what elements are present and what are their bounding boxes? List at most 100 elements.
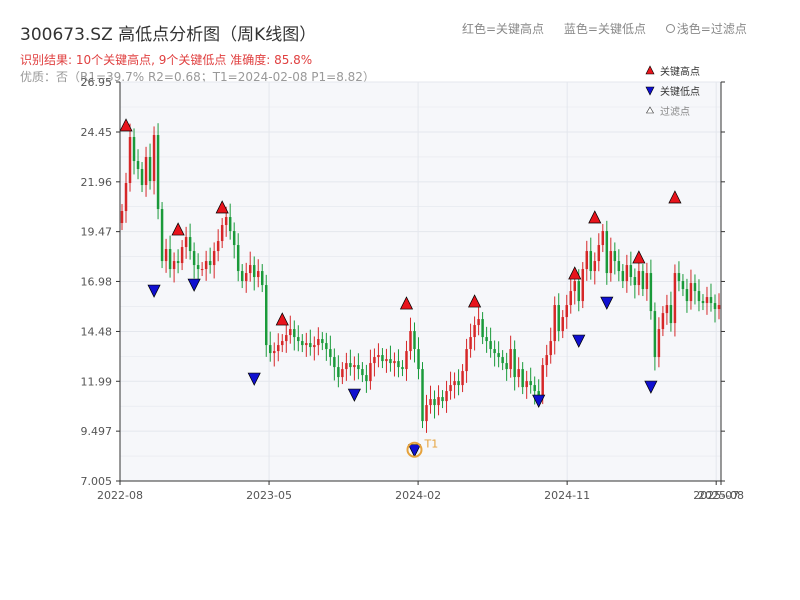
key-low-marker bbox=[644, 380, 658, 394]
key-low-marker bbox=[407, 444, 422, 458]
y-tick-label: 11.99 bbox=[81, 375, 113, 388]
candle-body bbox=[345, 363, 348, 370]
high-legend-label: 关键高点 bbox=[660, 65, 700, 78]
t1-label: T1 bbox=[423, 438, 438, 451]
candle-body bbox=[473, 325, 476, 338]
key-high-marker bbox=[215, 200, 229, 214]
candle-body bbox=[160, 209, 164, 262]
marker-legend: 关键高点 关键低点 过滤点 bbox=[645, 65, 700, 118]
candle-body bbox=[581, 269, 585, 302]
candle-body bbox=[188, 237, 192, 252]
candle-body bbox=[621, 271, 625, 282]
filtered-legend-icon bbox=[645, 106, 655, 114]
candle-body bbox=[625, 265, 629, 282]
candle-body bbox=[569, 291, 572, 306]
candle-body bbox=[681, 281, 685, 290]
candle-body bbox=[501, 357, 504, 364]
candle-body bbox=[228, 217, 232, 232]
x-tick-labels: 2022-08 2023-05 2024-02 2024-11 2025-072025-… bbox=[97, 481, 744, 502]
candle-body bbox=[565, 305, 568, 318]
candle-body bbox=[633, 277, 637, 286]
key-low-marker bbox=[147, 284, 161, 298]
key-high-marker bbox=[399, 296, 414, 310]
candle-body bbox=[293, 329, 296, 338]
candle-body bbox=[240, 271, 244, 282]
candle-body bbox=[212, 251, 216, 266]
candle-body bbox=[469, 337, 472, 350]
key-low-marker bbox=[600, 296, 614, 310]
candle-body bbox=[305, 343, 308, 346]
candle-body bbox=[401, 367, 404, 370]
candle-body bbox=[208, 261, 212, 266]
candle-body bbox=[265, 285, 268, 346]
candle-body bbox=[457, 381, 460, 386]
candle-body bbox=[553, 305, 556, 342]
candle-body bbox=[164, 249, 168, 262]
key-low-marker bbox=[347, 388, 361, 402]
key-high-marker bbox=[668, 190, 682, 204]
key-high-marker bbox=[468, 294, 482, 308]
y-tick-label: 26.95 bbox=[81, 76, 113, 89]
candle-body bbox=[441, 397, 444, 402]
candle-body bbox=[309, 343, 312, 348]
candle-body bbox=[252, 265, 256, 278]
candle-body bbox=[289, 329, 292, 336]
candle-body bbox=[645, 273, 649, 290]
candle-body bbox=[236, 245, 240, 272]
x-tick-label: 2025-07 bbox=[693, 489, 739, 502]
red-key: 红色=关键高点 bbox=[462, 22, 545, 36]
candle-body bbox=[521, 369, 524, 388]
light-key: 浅色=过滤点 bbox=[665, 22, 747, 36]
filtered-legend-label: 过滤点 bbox=[660, 105, 690, 118]
candle-body bbox=[505, 363, 508, 370]
candle-body bbox=[709, 297, 713, 304]
candle-body bbox=[461, 371, 464, 386]
candle-body bbox=[244, 273, 248, 282]
candle-body bbox=[377, 355, 380, 358]
candle-body bbox=[156, 135, 160, 210]
candle-body bbox=[325, 343, 328, 350]
candle-body bbox=[657, 329, 661, 358]
y-tick-label: 16.98 bbox=[81, 275, 113, 288]
candle-body bbox=[453, 381, 456, 386]
candle-body bbox=[232, 231, 236, 246]
candle-body bbox=[593, 261, 597, 272]
key-high-marker bbox=[588, 210, 602, 224]
candle-body bbox=[541, 365, 544, 398]
key-high-marker bbox=[568, 266, 582, 280]
x-tick-label: 2024-02 bbox=[395, 489, 441, 502]
recognition-result: 识别结果: 10个关键高点, 9个关键低点 准确度: 85.8% bbox=[20, 53, 313, 67]
candle-body bbox=[180, 247, 184, 264]
candle-body bbox=[333, 357, 336, 368]
candle-body bbox=[381, 355, 384, 362]
candle-body bbox=[361, 369, 364, 376]
candle-body bbox=[577, 281, 581, 302]
candle-body bbox=[216, 241, 220, 252]
y-tick-label: 24.45 bbox=[81, 126, 113, 139]
candles bbox=[120, 123, 721, 433]
candle-body bbox=[421, 369, 424, 422]
candle-body bbox=[517, 369, 520, 378]
candle-body bbox=[204, 261, 208, 270]
candle-body bbox=[373, 357, 376, 364]
candle-body bbox=[561, 317, 564, 332]
candle-body bbox=[277, 345, 280, 352]
candle-body bbox=[409, 331, 412, 352]
candle-body bbox=[717, 305, 721, 310]
candle-body bbox=[677, 273, 681, 282]
t1-ring bbox=[406, 441, 423, 458]
candle-body bbox=[152, 135, 156, 182]
candle-body bbox=[132, 137, 136, 162]
candle-body bbox=[641, 271, 645, 290]
x-tick-label: 2025-08 bbox=[698, 489, 744, 502]
low-legend-icon bbox=[645, 86, 655, 96]
x-tick-label: 2024-11 bbox=[544, 489, 590, 502]
candle-body bbox=[617, 261, 621, 272]
candle-body bbox=[389, 359, 392, 364]
candle-body bbox=[513, 349, 516, 378]
key-low-marker bbox=[572, 334, 586, 348]
quality-info: 优质：否（R1=39.7% R2=0.68；T1=2024-02-08 P1=8… bbox=[20, 70, 375, 84]
candle-body bbox=[281, 341, 284, 346]
x-tick-label: 2023-05 bbox=[246, 489, 292, 502]
key-high-marker bbox=[171, 222, 185, 236]
